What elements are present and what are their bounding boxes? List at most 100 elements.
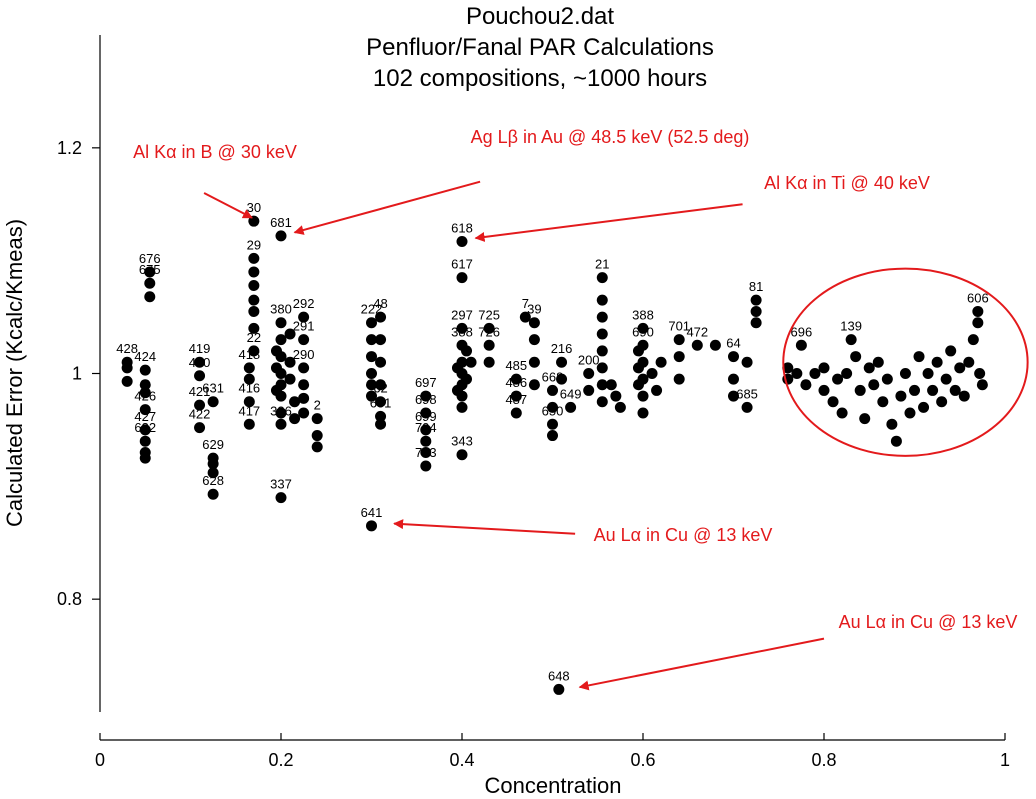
point-label: 487 xyxy=(505,392,527,407)
point-label: 388 xyxy=(632,307,654,322)
data-point xyxy=(796,340,807,351)
point-label: 426 xyxy=(134,389,156,404)
data-point xyxy=(837,407,848,418)
data-point xyxy=(248,266,259,277)
point-label: 631 xyxy=(370,395,392,410)
annotation-arrow xyxy=(394,524,575,534)
point-label: 472 xyxy=(686,324,708,339)
data-point xyxy=(420,461,431,472)
point-label: 649 xyxy=(560,386,582,401)
data-point xyxy=(597,295,608,306)
data-point xyxy=(819,385,830,396)
data-point xyxy=(452,362,463,373)
data-point xyxy=(547,430,558,441)
data-point xyxy=(285,374,296,385)
point-label: 690 xyxy=(632,324,654,339)
data-point xyxy=(556,374,567,385)
data-point xyxy=(122,362,133,373)
data-point xyxy=(375,334,386,345)
data-point xyxy=(895,391,906,402)
data-point xyxy=(927,385,938,396)
data-point xyxy=(194,422,205,433)
point-label: 29 xyxy=(247,237,261,252)
data-point xyxy=(972,317,983,328)
data-point xyxy=(461,374,472,385)
data-point xyxy=(375,357,386,368)
data-point xyxy=(248,345,259,356)
annotation-arrow xyxy=(204,193,252,218)
y-tick-label: 1 xyxy=(72,364,82,384)
data-point xyxy=(974,368,985,379)
data-point xyxy=(597,312,608,323)
data-point xyxy=(674,334,685,345)
data-point xyxy=(529,334,540,345)
data-point xyxy=(674,351,685,362)
data-point xyxy=(248,295,259,306)
data-point xyxy=(638,374,649,385)
data-point xyxy=(547,419,558,430)
data-point xyxy=(547,385,558,396)
data-point xyxy=(674,374,685,385)
data-point xyxy=(144,278,155,289)
data-point xyxy=(298,379,309,390)
y-tick-label: 1.2 xyxy=(57,138,82,158)
x-axis-label: Concentration xyxy=(485,773,622,798)
point-label: 726 xyxy=(478,324,500,339)
data-point xyxy=(638,407,649,418)
annotation-label: Ag Lβ in Au @ 48.5 keV (52.5 deg) xyxy=(471,127,750,147)
data-point xyxy=(366,368,377,379)
title-line-2: Penfluor/Fanal PAR Calculations xyxy=(366,34,714,61)
data-point xyxy=(597,345,608,356)
data-point xyxy=(936,396,947,407)
data-point xyxy=(194,370,205,381)
data-point xyxy=(846,334,857,345)
point-label: 606 xyxy=(967,290,989,305)
data-point xyxy=(606,379,617,390)
data-point xyxy=(900,368,911,379)
data-point xyxy=(751,306,762,317)
data-point xyxy=(312,441,323,452)
data-point xyxy=(751,317,762,328)
x-ticks: 0 0.2 0.4 0.6 0.8 1 xyxy=(95,733,1010,770)
data-point xyxy=(914,351,925,362)
point-label: 685 xyxy=(736,386,758,401)
point-label: 292 xyxy=(293,296,315,311)
data-point xyxy=(248,280,259,291)
point-label: 422 xyxy=(189,407,211,422)
data-point xyxy=(298,334,309,345)
data-point xyxy=(248,306,259,317)
data-point xyxy=(466,357,477,368)
data-point xyxy=(868,379,879,390)
point-label: 380 xyxy=(270,302,292,317)
point-label: 21 xyxy=(595,257,609,272)
data-point xyxy=(271,362,282,373)
point-label: 675 xyxy=(139,262,161,277)
data-point xyxy=(728,351,739,362)
data-point xyxy=(244,362,255,373)
data-point xyxy=(312,430,323,441)
data-point xyxy=(692,340,703,351)
y-tick-label: 0.8 xyxy=(57,589,82,609)
point-label: 486 xyxy=(505,375,527,390)
data-point xyxy=(638,340,649,351)
data-point xyxy=(298,407,309,418)
point-label: 39 xyxy=(527,302,541,317)
point-label: 200 xyxy=(578,353,600,368)
data-point xyxy=(140,436,151,447)
data-point xyxy=(366,520,377,531)
annotation-label: Al Kα in Ti @ 40 keV xyxy=(764,173,930,193)
data-point xyxy=(932,357,943,368)
point-label: 386 xyxy=(270,403,292,418)
annotation-label: Au Lα in Cu @ 13 keV xyxy=(594,525,773,545)
data-point xyxy=(583,368,594,379)
point-label: 48 xyxy=(373,296,387,311)
data-point xyxy=(909,385,920,396)
data-point xyxy=(904,407,915,418)
annotation-label: Au Lα in Cu @ 13 keV xyxy=(839,612,1018,632)
data-point xyxy=(882,374,893,385)
point-label: 704 xyxy=(415,420,437,435)
point-label: 420 xyxy=(189,355,211,370)
data-point xyxy=(791,368,802,379)
data-point xyxy=(800,379,811,390)
